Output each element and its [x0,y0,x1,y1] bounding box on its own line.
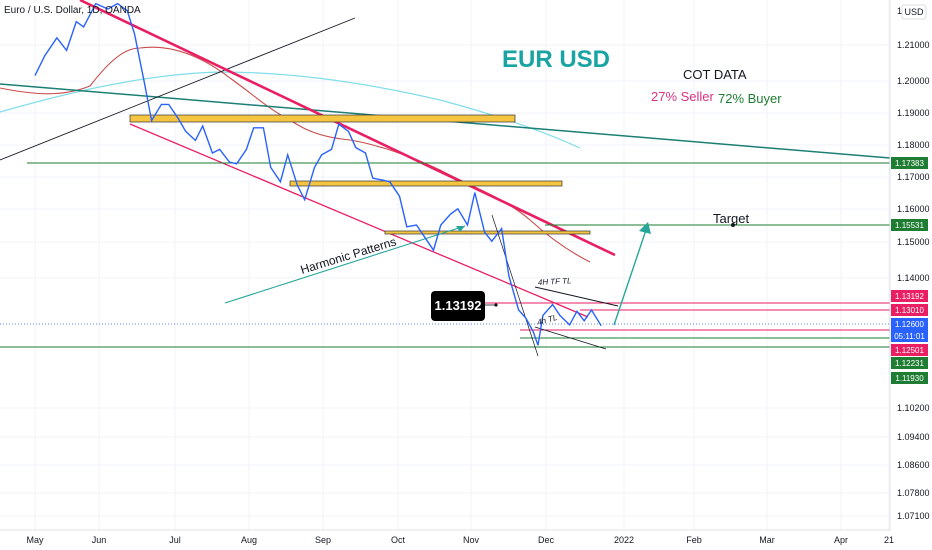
target-label: Target [713,211,750,226]
price-badge: 1.12231 [895,359,924,368]
price-callout-dot [494,303,498,307]
target-arrow[interactable] [613,223,649,326]
price-tick-1-20000: 1.20000 [897,76,930,86]
plot-area[interactable] [0,0,890,530]
price-tick-1-10200: 1.10200 [897,403,930,413]
time-tick-sep: Sep [315,535,331,545]
time-tick-dec: Dec [538,535,555,545]
time-tick-feb: Feb [686,535,702,545]
price-axis-ticks: 1.21000 1.20000 1.19000 1.18000 1.17000 1.160… [897,40,930,521]
price-badge-bg [891,219,928,231]
price-badge: 1.15531 [895,221,924,230]
time-tick-aug: Aug [241,535,257,545]
price-badge-bg [891,330,928,342]
price-tick-1-21000: 1.21000 [897,40,930,50]
harmonic-arrow-head [456,226,465,232]
time-tick-21: 21 [884,535,894,545]
price-badges: 1.17383 1.15531 1.13192 1.13010 1.12600 05:11… [891,157,928,384]
cot-data-title: COT DATA [683,67,747,82]
time-axis-ticks: May Jun Jul Aug Sep Oct Nov Dec 2022 Feb Mar Apr 21 [26,535,894,545]
price-tick-1-07100: 1.07100 [897,511,930,521]
price-badge-bg [891,157,928,169]
price-badge-bg [891,344,928,356]
supply-zone-2[interactable] [289,180,563,187]
cot-seller-percent: 27% Seller [651,89,715,104]
price-badge: 1.12501 [895,346,924,355]
horizontal-gridlines [0,44,890,517]
price-badge-bg [891,290,928,302]
price-tick-1-19000: 1.19000 [897,108,930,118]
time-tick-2022: 2022 [614,535,634,545]
price-badge: 1.13192 [895,292,924,301]
price-badge-bg [891,357,928,369]
price-tick-1-14000: 1.14000 [897,273,930,283]
time-tick-may: May [26,535,44,545]
price-badge-bg [891,372,928,384]
price-tick-1-08600: 1.08600 [897,460,930,470]
price-badge: 1.13010 [895,306,924,315]
price-callout-text: 1.13192 [435,298,482,313]
vertical-gridlines [34,0,890,530]
vertical-cross-line [491,214,539,357]
price-line[interactable] [34,2,602,346]
chart-title: EUR USD [502,46,610,73]
time-axis[interactable] [0,530,932,550]
price-tick-1-17000: 1.17000 [897,172,930,182]
time-tick-mar: Mar [759,535,775,545]
price-tick-1-18000: 1.18000 [897,140,930,150]
time-tick-apr: Apr [834,535,848,545]
time-tick-oct: Oct [391,535,406,545]
price-badge-bg [891,304,928,316]
target-dot [731,223,735,227]
price-tick-1-07800: 1.07800 [897,488,930,498]
price-tick-1-15000: 1.15000 [897,237,930,247]
price-badge: 1.11930 [895,374,924,383]
time-tick-nov: Nov [463,535,480,545]
supply-zone-1[interactable] [129,114,516,123]
tl-4h-tf-label: 4H TF TL [538,276,572,287]
supply-zone-3[interactable] [384,230,591,235]
target-arrow-head [639,222,651,234]
price-callout-box [431,291,485,321]
currency-label[interactable]: USD [904,7,924,17]
currency-label-box[interactable] [901,4,927,20]
time-tick-jul: Jul [169,535,181,545]
price-axis[interactable] [890,0,932,530]
price-badge: 05:11:01 [894,332,925,341]
cot-buyer-percent: 72% Buyer [718,91,782,106]
price-badge: 1.17383 [895,159,924,168]
tl-4h-line[interactable] [534,326,607,350]
price-badge-bg [891,318,928,330]
symbol-title: Euro / U.S. Dollar, 1D, OANDA [4,5,141,16]
tl-4h-tf-line[interactable] [534,286,619,307]
trend-line-pink-upper[interactable] [79,0,616,257]
price-tick-1-09400: 1.09400 [897,432,930,442]
trend-line-black-rising[interactable] [0,17,356,161]
time-tick-jun: Jun [92,535,107,545]
price-tick-1-16000: 1.16000 [897,204,930,214]
price-badge: 1.12600 [895,320,924,329]
